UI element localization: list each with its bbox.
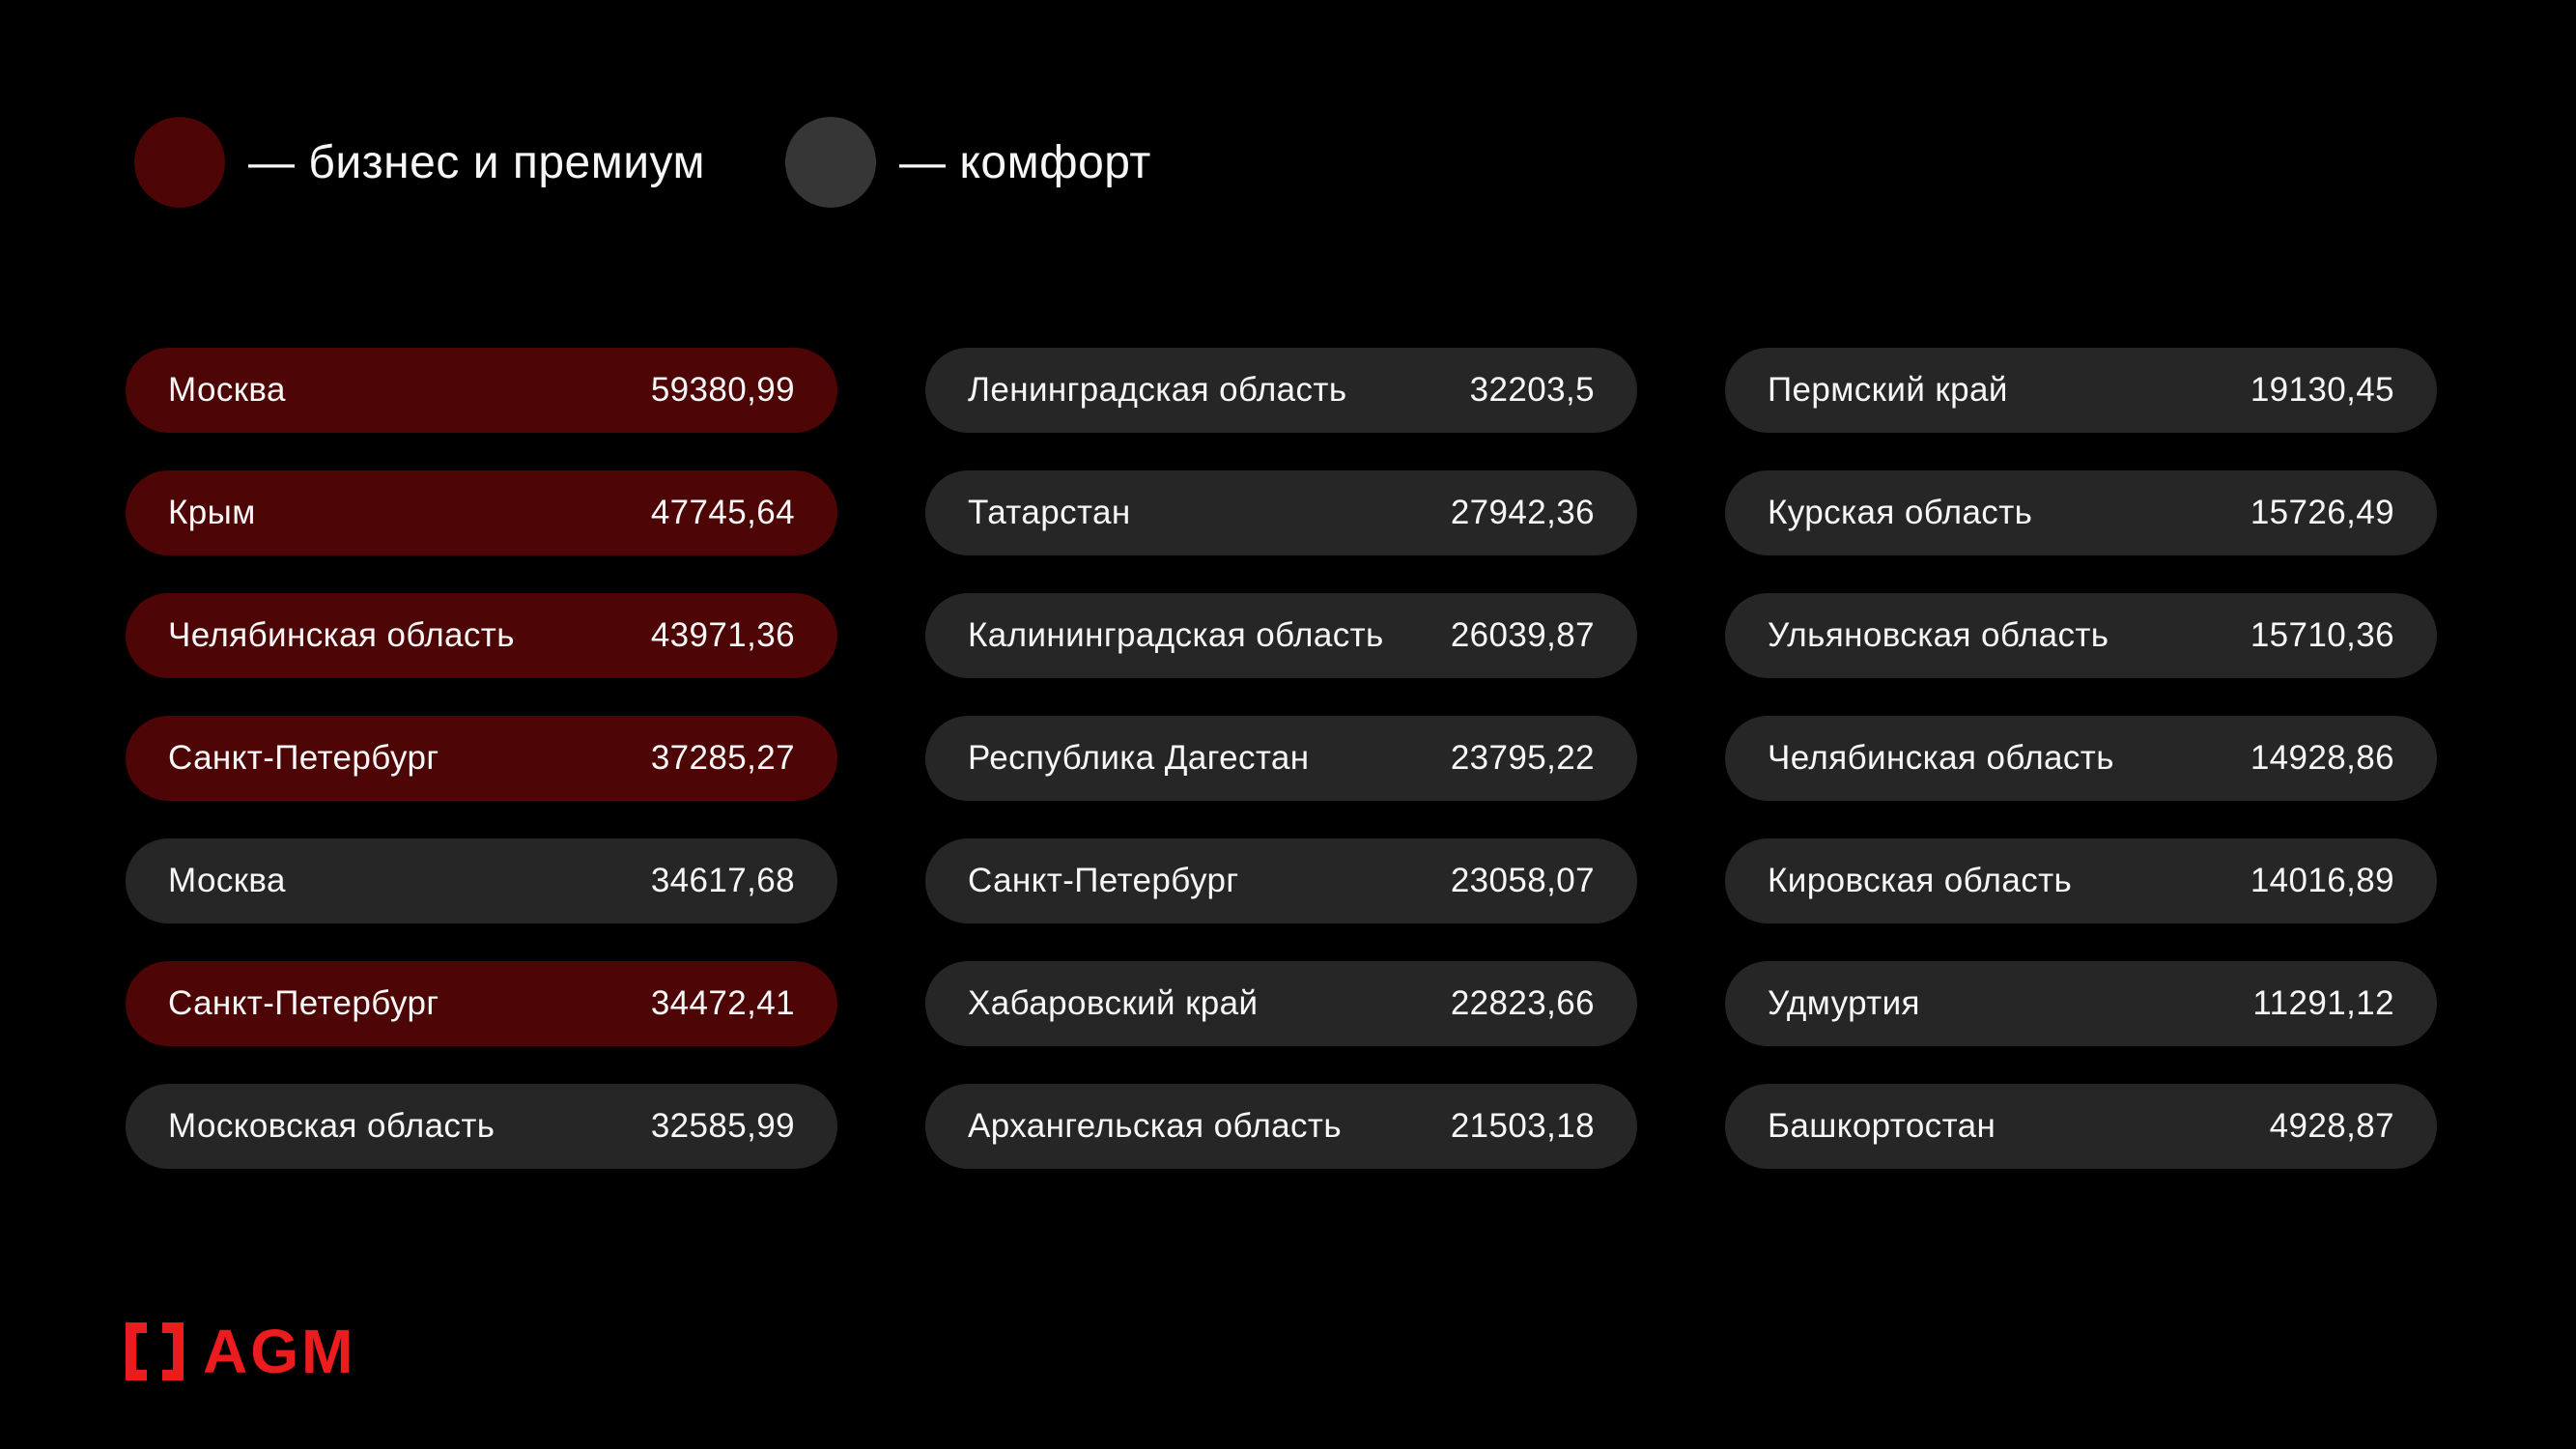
region-value: 43971,36 <box>650 616 795 654</box>
ranking-column-2: Ленинградская область 32203,5 Татарстан 279… <box>925 348 1637 1169</box>
logo-right-bracket-icon <box>162 1322 184 1380</box>
region-row: Крым 47745,64 <box>126 470 837 555</box>
region-row: Санкт-Петербург 23058,07 <box>925 838 1637 923</box>
region-value: 11291,12 <box>2252 984 2394 1022</box>
region-value: 59380,99 <box>650 371 795 409</box>
region-name: Москва <box>168 371 286 409</box>
region-name: Удмуртия <box>1768 984 1920 1022</box>
region-value: 4928,87 <box>2269 1107 2394 1145</box>
region-row: Санкт-Петербург 34472,41 <box>126 961 837 1046</box>
region-row: Республика Дагестан 23795,22 <box>925 716 1637 801</box>
legend-label-comfort: — комфорт <box>899 136 1151 188</box>
region-name: Санкт-Петербург <box>168 984 439 1022</box>
business-premium-dot-icon <box>134 117 225 208</box>
region-value: 22823,66 <box>1450 984 1595 1022</box>
region-name: Татарстан <box>968 494 1131 531</box>
region-value: 32585,99 <box>650 1107 795 1145</box>
region-row: Московская область 32585,99 <box>126 1084 837 1169</box>
region-value: 34617,68 <box>650 862 795 899</box>
region-row: Калининградская область 26039,87 <box>925 593 1637 678</box>
region-row: Ленинградская область 32203,5 <box>925 348 1637 433</box>
region-value: 14016,89 <box>2250 862 2394 899</box>
region-name: Ульяновская область <box>1768 616 2109 654</box>
region-ranking-grid: Москва 59380,99 Крым 47745,64 Челябинская об… <box>126 348 2437 1169</box>
region-value: 37285,27 <box>650 739 795 777</box>
region-name: Курская область <box>1768 494 2033 531</box>
region-name: Пермский край <box>1768 371 2008 409</box>
ranking-column-3: Пермский край 19130,45 Курская область 1572… <box>1725 348 2437 1169</box>
comfort-dot-icon <box>785 117 876 208</box>
region-name: Московская область <box>168 1107 495 1145</box>
region-value: 32203,5 <box>1469 371 1595 409</box>
region-row: Архангельская область 21503,18 <box>925 1084 1637 1169</box>
region-value: 19130,45 <box>2250 371 2394 409</box>
region-row: Москва 34617,68 <box>126 838 837 923</box>
region-name: Санкт-Петербург <box>968 862 1239 899</box>
region-value: 27942,36 <box>1450 494 1595 531</box>
region-name: Челябинская область <box>168 616 515 654</box>
legend-item-comfort: — комфорт <box>785 117 1151 208</box>
region-name: Кировская область <box>1768 862 2073 899</box>
region-value: 21503,18 <box>1450 1107 1595 1145</box>
region-name: Ленинградская область <box>968 371 1347 409</box>
region-name: Башкортостан <box>1768 1107 1996 1145</box>
region-value: 47745,64 <box>650 494 795 531</box>
ranking-column-1: Москва 59380,99 Крым 47745,64 Челябинская об… <box>126 348 837 1169</box>
region-name: Крым <box>168 494 256 531</box>
region-value: 23795,22 <box>1450 739 1595 777</box>
region-row: Татарстан 27942,36 <box>925 470 1637 555</box>
legend-item-business-premium: — бизнес и премиум <box>134 117 785 208</box>
region-row: Пермский край 19130,45 <box>1725 348 2437 433</box>
region-row: Хабаровский край 22823,66 <box>925 961 1637 1046</box>
region-row: Москва 59380,99 <box>126 348 837 433</box>
region-row: Ульяновская область 15710,36 <box>1725 593 2437 678</box>
region-name: Калининградская область <box>968 616 1384 654</box>
region-value: 15726,49 <box>2250 494 2394 531</box>
region-name: Санкт-Петербург <box>168 739 439 777</box>
region-value: 34472,41 <box>650 984 795 1022</box>
region-name: Хабаровский край <box>968 984 1259 1022</box>
legend: — бизнес и премиум — комфорт <box>134 116 1151 209</box>
region-row: Удмуртия 11291,12 <box>1725 961 2437 1046</box>
agm-logo: AGM <box>126 1317 356 1386</box>
region-name: Челябинская область <box>1768 739 2114 777</box>
region-value: 23058,07 <box>1450 862 1595 899</box>
region-row: Санкт-Петербург 37285,27 <box>126 716 837 801</box>
logo-left-bracket-icon <box>126 1322 147 1380</box>
region-value: 14928,86 <box>2250 739 2394 777</box>
region-value: 15710,36 <box>2250 616 2394 654</box>
region-name: Москва <box>168 862 286 899</box>
region-row: Кировская область 14016,89 <box>1725 838 2437 923</box>
region-row: Курская область 15726,49 <box>1725 470 2437 555</box>
region-value: 26039,87 <box>1450 616 1595 654</box>
region-name: Республика Дагестан <box>968 739 1310 777</box>
logo-text: AGM <box>203 1317 356 1386</box>
legend-label-business-premium: — бизнес и премиум <box>248 136 705 188</box>
region-name: Архангельская область <box>968 1107 1342 1145</box>
region-row: Челябинская область 14928,86 <box>1725 716 2437 801</box>
region-row: Башкортостан 4928,87 <box>1725 1084 2437 1169</box>
region-row: Челябинская область 43971,36 <box>126 593 837 678</box>
